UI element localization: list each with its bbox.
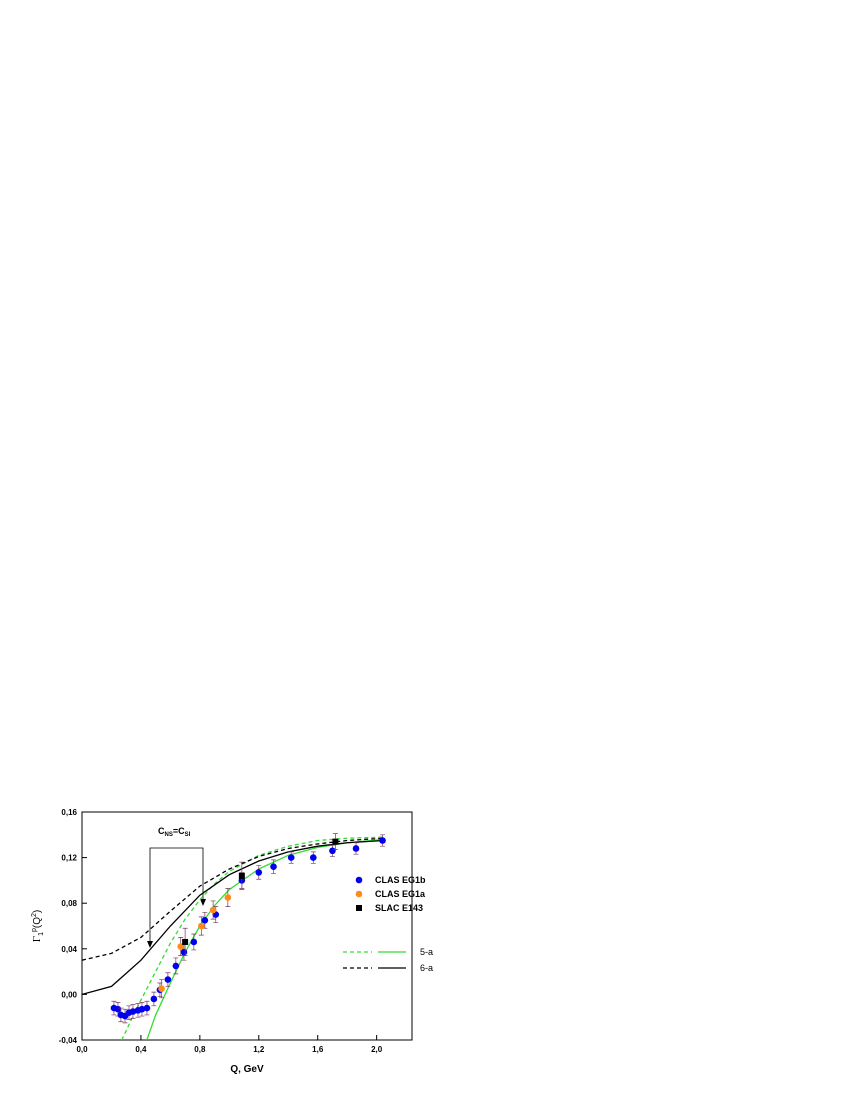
- y-label-part: 1: [38, 932, 45, 936]
- y-tick-label: -0,04: [59, 1036, 78, 1045]
- y-label-part: p: [31, 928, 38, 932]
- y-tick-label: 0,04: [61, 945, 77, 954]
- annotation-part: =C: [173, 826, 185, 836]
- point: [129, 1008, 137, 1015]
- point: [224, 894, 232, 901]
- point: [198, 922, 205, 930]
- point: [238, 872, 245, 879]
- annotation-part: NS: [165, 832, 173, 838]
- x-tick-label: 0,8: [194, 1045, 206, 1054]
- point: [190, 938, 198, 946]
- x-tick-label: 0,4: [135, 1045, 147, 1054]
- curve-solid: [146, 838, 385, 1040]
- point: [352, 845, 360, 852]
- point: [329, 847, 336, 855]
- curve-dashed: [82, 837, 385, 961]
- y-label-part: ): [32, 910, 43, 913]
- x-axis-label: Q, GeV: [230, 1064, 264, 1075]
- curve-solid: [82, 839, 385, 996]
- point: [309, 854, 317, 861]
- legend-label: 6-a: [420, 963, 433, 973]
- point: [255, 869, 263, 876]
- point: [158, 985, 165, 992]
- point: [164, 976, 172, 983]
- point: [287, 854, 295, 861]
- legend-label: SLAC E143: [375, 903, 423, 913]
- point: [201, 917, 209, 924]
- annotation-part: C: [158, 826, 165, 836]
- legend-label: CLAS EG1b: [375, 875, 426, 885]
- x-tick-label: 1,2: [253, 1045, 265, 1054]
- annotation-bracket: [149, 847, 204, 944]
- x-tick-label: 1,6: [312, 1045, 324, 1054]
- y-label-part: (Q: [32, 917, 43, 928]
- point: [332, 838, 339, 845]
- legend-label: CLAS EG1a: [375, 889, 426, 899]
- point: [180, 948, 188, 956]
- legend-marker: [355, 876, 363, 884]
- y-tick-label: 0,16: [61, 808, 77, 817]
- y-label-part: Γ: [31, 936, 43, 942]
- point: [182, 938, 189, 945]
- point: [143, 1004, 151, 1012]
- point: [379, 837, 386, 844]
- y-tick-label: 0,12: [61, 854, 77, 863]
- curve-dashed: [121, 836, 385, 1040]
- y-label-part: 2: [31, 913, 38, 917]
- point: [270, 863, 277, 871]
- x-tick-label: 0,0: [76, 1045, 88, 1054]
- point: [172, 962, 180, 970]
- point: [209, 906, 217, 914]
- point: [114, 1005, 122, 1013]
- legend-marker: [355, 890, 363, 898]
- plot-frame: [81, 811, 413, 1041]
- point: [150, 995, 158, 1003]
- legend-marker: [356, 905, 362, 911]
- point: [138, 1005, 146, 1013]
- x-tick-label: 2,0: [371, 1045, 383, 1054]
- annotation: CNS=CSI: [158, 826, 191, 838]
- annotation-part: SI: [185, 832, 191, 838]
- legend-label: 5-a: [420, 947, 433, 957]
- y-tick-label: 0,00: [61, 990, 77, 999]
- y-axis-label: Γ1p(Q2): [31, 910, 45, 943]
- y-tick-label: 0,08: [61, 899, 77, 908]
